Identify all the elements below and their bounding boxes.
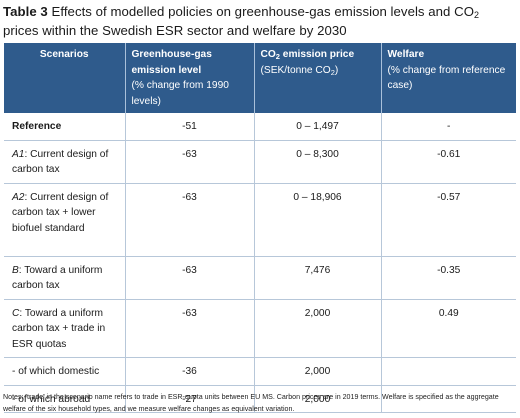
table-caption: Table 3 Effects of modelled policies on … [3, 2, 517, 40]
table-row: Reference -51 0 – 1,497- [4, 113, 516, 141]
results-table: Scenarios Greenhouse-gas emission level (… [4, 43, 516, 413]
ghg-cell: -63 [125, 183, 255, 257]
table-row: - of which domestic -36 2,000 [4, 357, 516, 386]
scenario-cell: Reference [4, 113, 126, 141]
ghg-cell: -51 [125, 113, 255, 141]
caption-text: Effects of modelled policies on greenhou… [47, 4, 475, 19]
price-cell: 2,000 [254, 357, 382, 386]
welfare-cell [381, 357, 516, 386]
caption-label: Table 3 [3, 4, 48, 19]
ghg-cell: -63 [125, 299, 255, 358]
table-header: Scenarios Greenhouse-gas emission level (… [4, 43, 516, 113]
welfare-cell: -0.61 [381, 140, 516, 184]
ghg-cell: -63 [125, 140, 255, 184]
scenario-cell: - of which abroad [4, 385, 126, 413]
table-row: A1: Current design of carbon tax -63 0 – 8… [4, 140, 516, 184]
ghg-cell: -27 [125, 385, 255, 413]
welfare-cell [381, 385, 516, 413]
table-row: C: Toward a uniform carbon tax + trade i… [4, 299, 516, 358]
price-cell: 0 – 1,497 [254, 113, 382, 141]
price-cell: 2,000 [254, 299, 382, 358]
table-notes: Notes: ‘trade’ in the scenario name refe… [3, 393, 499, 413]
scenario-cell: C: Toward a uniform carbon tax + trade i… [4, 299, 126, 358]
welfare-cell: -0.57 [381, 183, 516, 257]
caption-subscript: 2 [474, 10, 480, 20]
ghg-cell: -63 [125, 256, 255, 300]
header-ghg-title: Greenhouse-gas emission level [131, 49, 212, 76]
caption-text-end: prices within the Swedish ESR sector and… [3, 23, 347, 38]
scenario-cell: A1: Current design of carbon tax [4, 140, 126, 184]
welfare-cell: -0.35 [381, 256, 516, 300]
scenario-cell: A2: Current design of carbon tax + lower… [4, 183, 126, 257]
header-scenarios: Scenarios [4, 43, 126, 113]
welfare-cell: - [381, 113, 516, 141]
header-ghg-note: (% change from 1990 levels) [131, 80, 229, 107]
ghg-cell: -36 [125, 357, 255, 386]
scenario-cell: B: Toward a uniform carbon tax [4, 256, 126, 300]
header-ghg: Greenhouse-gas emission level (% change f… [125, 43, 255, 113]
table-body: Reference -51 0 – 1,497- A1: Current design… [4, 113, 516, 413]
welfare-cell: 0.49 [381, 299, 516, 358]
header-price: CO2 emission price (SEK/tonne CO2) [254, 43, 382, 113]
price-cell: 2,000 [254, 385, 382, 413]
price-cell: 7,476 [254, 256, 382, 300]
header-welfare-note: (% change from reference case) [387, 64, 506, 92]
header-price-title: CO2 emission price [260, 49, 355, 61]
table-row: - of which abroad -27 2,000 [4, 385, 516, 413]
header-welfare: Welfare (% change from reference case) [381, 43, 516, 113]
price-cell: 0 – 8,300 [254, 140, 382, 184]
header-price-note: (SEK/tonne CO2) [260, 64, 339, 77]
price-cell: 0 – 18,906 [254, 183, 382, 257]
scenario-cell: - of which domestic [4, 357, 126, 386]
table-row: A2: Current design of carbon tax + lower… [4, 183, 516, 257]
table-row: B: Toward a uniform carbon tax -63 7,476 -0… [4, 256, 516, 300]
header-welfare-title: Welfare [387, 49, 425, 60]
